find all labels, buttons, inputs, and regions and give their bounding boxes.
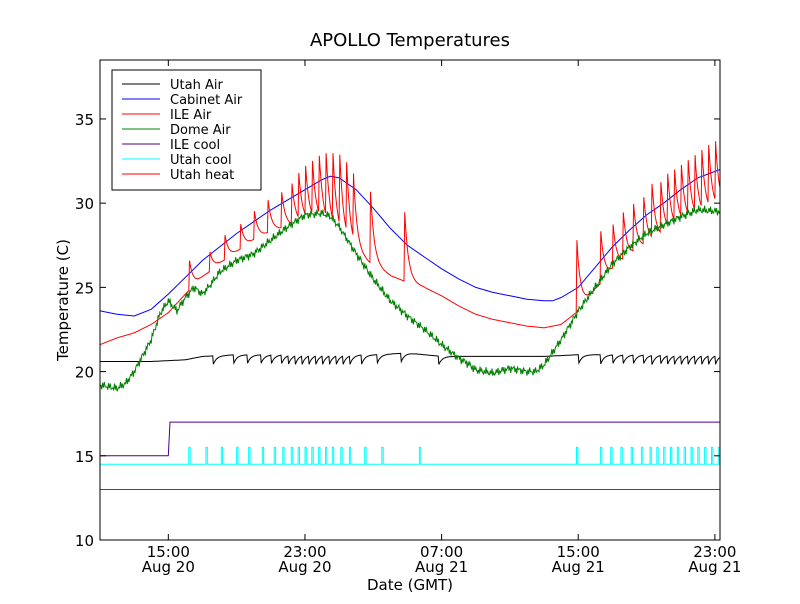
x-tick-label-date: Aug 20 [142,558,195,576]
y-tick-label: 10 [75,532,94,550]
plot-frame [99,59,721,541]
x-tick-label-date: Aug 21 [688,558,741,576]
legend-label-cabinet-air: Cabinet Air [170,93,243,108]
y-tick-label: 30 [75,195,94,213]
legend-label-dome-air: Dome Air [170,123,231,138]
x-tick-label-time: 23:00 [693,543,736,561]
y-tick-label: 25 [75,279,94,297]
series-line-dome-air [100,205,720,392]
x-axis-label: Date (GMT) [367,576,453,594]
y-tick-label: 15 [75,448,94,466]
series-line-ile-cool [100,421,720,457]
series-line-utah-air [100,352,720,366]
series-line-utah-cool [100,446,720,465]
x-tick-label-date: Aug 21 [552,558,605,576]
x-tick-label-date: Aug 20 [278,558,331,576]
y-tick-label: 20 [75,364,94,382]
legend-label-utah-cool: Utah cool [170,153,232,168]
x-tick-label-time: 15:00 [557,543,600,561]
legend-label-utah-air: Utah Air [170,78,223,93]
legend-label-ile-cool: ILE cool [170,138,220,153]
chart-title: APOLLO Temperatures [310,30,510,51]
x-tick-label-time: 15:00 [147,543,190,561]
legend-box [111,69,262,191]
series-line-ile-air [100,141,720,346]
x-tick-label-time: 23:00 [283,543,326,561]
y-tick-label: 35 [75,111,94,129]
y-axis-label: Temperature (C) [54,239,72,362]
series-layer [100,141,720,490]
x-tick-label-date: Aug 21 [415,558,468,576]
legend-label-ile-air: ILE Air [170,108,212,123]
x-tick-label-time: 07:00 [420,543,463,561]
legend-label-utah-heat: Utah heat [170,168,234,183]
